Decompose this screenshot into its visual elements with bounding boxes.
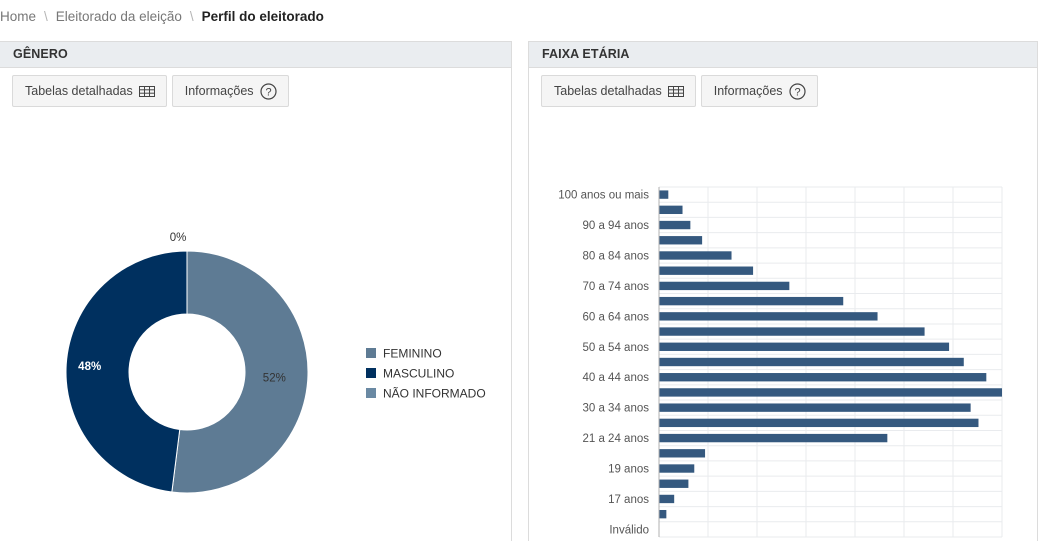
legend-label-nao-informado[interactable]: NÃO INFORMADO xyxy=(383,387,486,401)
bar-75-a-79-anos[interactable] xyxy=(659,266,754,275)
age-info-button[interactable]: Informações ? xyxy=(700,75,818,107)
age-bar-chart: 05001.0001.5002.0002.5003.0003.500100 an… xyxy=(558,186,1003,538)
bar-65-a-69-anos[interactable] xyxy=(659,296,844,306)
age-detailed-tables-button[interactable]: Tabelas detalhadas xyxy=(541,75,696,107)
breadcrumb-separator: \ xyxy=(44,9,48,24)
legend-swatch-nao-informado xyxy=(366,388,376,398)
bar-70-a-74-anos[interactable] xyxy=(659,281,790,291)
help-circle-icon: ? xyxy=(259,82,277,100)
y-tick-label: 21 a 24 anos xyxy=(582,433,649,445)
bar-21-a-24-anos[interactable] xyxy=(659,433,888,443)
y-tick-label: 90 a 94 anos xyxy=(582,220,649,232)
bar-50-a-54-anos[interactable] xyxy=(659,342,950,351)
gender-info-button[interactable]: Informações ? xyxy=(171,75,289,107)
bar-55-a-59-anos[interactable] xyxy=(659,327,925,336)
bar-35-a-39-anos[interactable] xyxy=(659,388,1002,397)
table-icon xyxy=(667,85,684,97)
age-toolbar: Tabelas detalhadas Informações ? xyxy=(541,75,818,107)
bar-17-anos[interactable] xyxy=(659,494,675,504)
y-tick-label: 19 anos xyxy=(608,464,649,476)
breadcrumb-eleitorado[interactable]: Eleitorado da eleição xyxy=(55,9,182,24)
donut-label-nao-informado: 0% xyxy=(170,232,187,244)
bar-60-a-64-anos[interactable] xyxy=(659,312,878,321)
gender-panel: GÊNERO Tabelas detalhadas Informações ? … xyxy=(0,41,512,541)
donut-label-masculino: 48% xyxy=(78,361,101,373)
y-tick-label: 70 a 74 anos xyxy=(582,281,649,293)
gender-panel-title: GÊNERO xyxy=(0,42,511,68)
age-panel-title: FAIXA ETÁRIA xyxy=(529,42,1037,68)
bar-80-a-84-anos[interactable] xyxy=(659,251,732,260)
svg-text:?: ? xyxy=(794,86,800,98)
y-tick-label: 40 a 44 anos xyxy=(582,372,649,384)
legend-swatch-feminino xyxy=(366,348,376,358)
bar-18-anos[interactable] xyxy=(659,479,689,488)
gender-info-label: Informações xyxy=(184,84,254,98)
age-info-label: Informações xyxy=(713,84,783,98)
legend-label-feminino[interactable]: FEMININO xyxy=(383,347,442,361)
y-tick-label: 30 a 34 anos xyxy=(582,403,649,415)
bar-100-anos-ou-mais[interactable] xyxy=(659,190,669,199)
donut-slice-feminino[interactable] xyxy=(171,250,309,494)
help-circle-icon: ? xyxy=(788,82,806,100)
y-tick-label: 50 a 54 anos xyxy=(582,342,649,354)
breadcrumb-home[interactable]: Home xyxy=(0,9,37,24)
y-tick-label: 80 a 84 anos xyxy=(582,250,649,262)
bar-16-anos[interactable] xyxy=(659,509,667,519)
age-detailed-tables-label: Tabelas detalhadas xyxy=(554,84,662,98)
age-panel: FAIXA ETÁRIA Tabelas detalhadas Informaç… xyxy=(528,41,1038,541)
y-tick-label: 100 anos ou mais xyxy=(558,190,649,202)
table-icon xyxy=(138,85,155,97)
bar-19-anos[interactable] xyxy=(659,464,695,473)
bar-85-a-89-anos[interactable] xyxy=(659,236,703,245)
bar-90-a-94-anos[interactable] xyxy=(659,220,691,230)
bar-95-a-99-anos[interactable] xyxy=(659,205,683,215)
y-tick-label: Inválido xyxy=(609,524,649,536)
legend-label-masculino[interactable]: MASCULINO xyxy=(383,367,454,381)
svg-text:?: ? xyxy=(265,86,271,98)
y-tick-label: 60 a 64 anos xyxy=(582,311,649,323)
bar-40-a-44-anos[interactable] xyxy=(659,373,987,382)
breadcrumb: Home \ Eleitorado da eleição \ Perfil do ele… xyxy=(0,9,324,24)
legend-swatch-masculino xyxy=(366,368,376,378)
bar-25-a-29-anos[interactable] xyxy=(659,418,979,428)
donut-slice-masculino[interactable] xyxy=(65,250,188,493)
gender-detailed-tables-button[interactable]: Tabelas detalhadas xyxy=(12,75,167,107)
breadcrumb-separator: \ xyxy=(189,9,194,24)
breadcrumb-current: Perfil do eleitorado xyxy=(201,9,324,24)
gender-toolbar: Tabelas detalhadas Informações ? xyxy=(12,75,289,107)
bar-30-a-34-anos[interactable] xyxy=(659,403,971,412)
gender-donut-chart: 52% 48% 0% FEMININO MASCULINO NÃO INFORMADO xyxy=(65,232,486,494)
bar-20-anos[interactable] xyxy=(659,449,706,458)
bar-45-a-49-anos[interactable] xyxy=(659,357,964,367)
donut-label-feminino: 52% xyxy=(263,372,286,384)
y-tick-label: 17 anos xyxy=(608,494,649,506)
gender-detailed-tables-label: Tabelas detalhadas xyxy=(25,84,133,98)
